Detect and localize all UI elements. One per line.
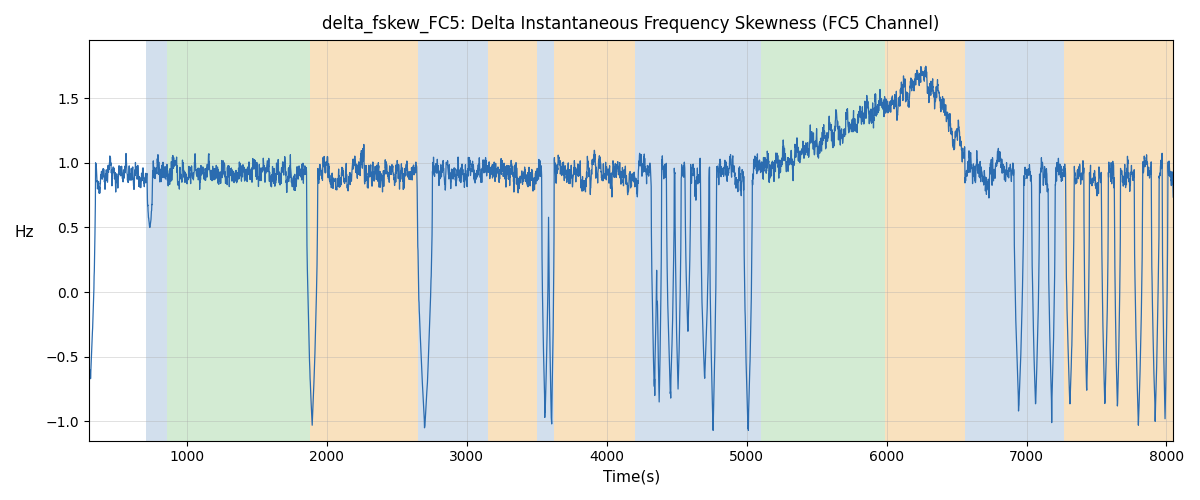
Bar	[1064, 40, 1174, 440]
Title: delta_fskew_FC5: Delta Instantaneous Frequency Skewness (FC5 Channel): delta_fskew_FC5: Delta Instantaneous Fre…	[323, 15, 940, 34]
Bar	[886, 40, 965, 440]
Bar	[761, 40, 886, 440]
Y-axis label: Hz: Hz	[14, 226, 35, 240]
Bar	[487, 40, 536, 440]
Bar	[167, 40, 310, 440]
X-axis label: Time(s): Time(s)	[602, 470, 660, 485]
Bar	[536, 40, 553, 440]
Bar	[553, 40, 635, 440]
Bar	[965, 40, 1064, 440]
Bar	[635, 40, 761, 440]
Bar	[418, 40, 487, 440]
Bar	[146, 40, 167, 440]
Bar	[310, 40, 418, 440]
